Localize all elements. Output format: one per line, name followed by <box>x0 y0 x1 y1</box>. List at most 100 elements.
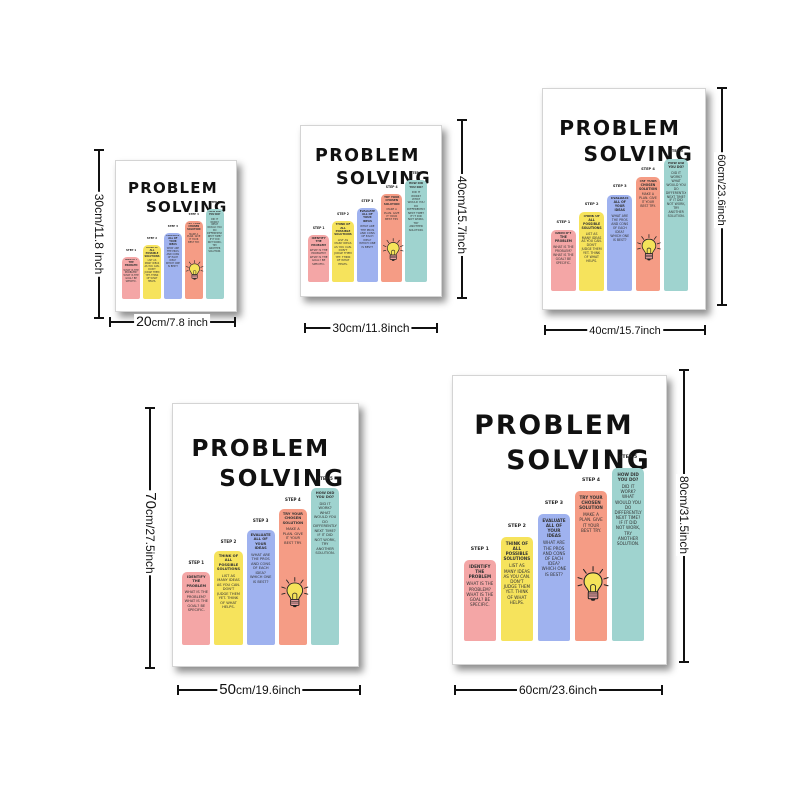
step-1-block: IDENTIFY THE PROBLEM WHAT IS THE PROBLEM?… <box>182 571 211 646</box>
width-measure-3-tick-1 <box>544 325 546 335</box>
step-5-label: STEP 5 <box>410 171 423 176</box>
step-2-label: STEP 2 <box>220 539 237 545</box>
step-3-text: WHAT ARE THE PROS AND CONS OF EACH IDEA?… <box>610 213 630 242</box>
step-2-text: LIST AS MANY IDEAS AS YOU CAN. DON'T JUD… <box>581 231 602 264</box>
height-measure-1-tick-2 <box>94 317 104 319</box>
step-1-text: WHAT IS THE PROBLEM? WHAT IS THE GOAL? B… <box>466 581 494 608</box>
step-1-description: IDENTIFY THE PROBLEM WHAT IS THE PROBLEM?… <box>553 232 574 289</box>
width-label-4: 50cm/19.6inch <box>217 681 303 698</box>
step-3-label: STEP 3 <box>252 518 269 524</box>
step-2-text: LIST AS MANY IDEAS AS YOU CAN. DON'T JUD… <box>503 563 531 605</box>
height-measure-5-tick-2 <box>679 661 689 663</box>
step-1-label: STEP 1 <box>188 560 205 566</box>
step-1-label: STEP 1 <box>126 249 137 253</box>
step-5-block: HOW DID YOU DO? DID IT WORK? WHAT WOULD Y… <box>405 180 427 283</box>
step-3-heading: EVALUATE ALL OF YOUR IDEAS <box>542 517 566 539</box>
step-4-block: TRY YOUR CHOSEN SOLUTION MAKE A PLAN. GIV… <box>381 194 403 283</box>
width-label-1: 20cm/7.8 inch <box>134 314 210 330</box>
step-4-block: TRY YOUR CHOSEN SOLUTION MAKE A PLAN. GIV… <box>635 177 661 292</box>
width-label-3: 40cm/15.7inch <box>587 322 663 338</box>
lightbulb <box>280 577 310 615</box>
step-4-description: TRY YOUR CHOSEN SOLUTION MAKE A PLAN. GIV… <box>281 512 305 642</box>
step-4-block: TRY YOUR CHOSEN SOLUTION MAKE A PLAN. GIV… <box>184 221 203 299</box>
lightbulb-icon <box>382 238 404 262</box>
height-label-3-part: 60cm/23.6inch <box>715 154 727 226</box>
step-3-description: EVALUATE ALL OF YOUR IDEAS WHAT ARE THE P… <box>249 533 273 643</box>
step-2-heading: THINK OF ALL POSSIBLE SOLUTIONS <box>216 553 241 572</box>
height-label-5-part: 80cm/31.5inch <box>677 475 691 555</box>
poster-title-line2: SOLVING <box>219 466 345 493</box>
poster-title-line1: PROBLEM <box>474 410 634 442</box>
step-2-heading: THINK OF ALL POSSIBLE SOLUTIONS <box>503 540 531 562</box>
step-1-text: WHAT IS THE PROBLEM? WHAT IS THE GOAL? B… <box>309 248 328 266</box>
step-4-description: TRY YOUR CHOSEN SOLUTION MAKE A PLAN. GIV… <box>186 223 201 298</box>
step-4-heading: TRY YOUR CHOSEN SOLUTION <box>579 494 603 511</box>
step-1-heading: IDENTIFY THE PROBLEM <box>186 574 207 588</box>
step-5-block: HOW DID YOU DO? DID IT WORK? WHAT WOULD Y… <box>311 487 340 646</box>
lightbulb <box>576 566 610 608</box>
poster-title-line2: SOLVING <box>583 141 694 166</box>
height-measure-1-tick-1 <box>94 149 104 151</box>
step-2-label: STEP 2 <box>146 237 158 241</box>
step-3-heading: EVALUATE ALL OF YOUR IDEAS <box>166 234 180 246</box>
height-label-1-part: 30cm/11.8 inch <box>92 193 106 275</box>
step-1-block: IDENTIFY THE PROBLEM WHAT IS THE PROBLEM?… <box>308 234 330 283</box>
step-2-block: THINK OF ALL POSSIBLE SOLUTIONS LIST AS M… <box>142 245 162 299</box>
step-3-heading: EVALUATE ALL OF YOUR IDEAS <box>359 209 375 223</box>
width-label-4-part: cm/19.6inch <box>235 683 301 697</box>
width-label-5: 60cm/23.6inch <box>516 682 600 698</box>
step-5-text: DID IT WORK? WHAT WOULD YOU DO DIFFERENT… <box>206 217 223 253</box>
lightbulb <box>636 234 662 268</box>
step-5-text: DID IT WORK? WHAT WOULD YOU DO DIFFERENT… <box>665 170 687 219</box>
step-4-heading: TRY YOUR CHOSEN SOLUTION <box>187 222 201 231</box>
step-5-label: STEP 5 <box>619 454 638 460</box>
width-label-2: 30cm/11.8inch <box>330 320 412 336</box>
step-3-label: STEP 3 <box>361 198 374 203</box>
step-4-label: STEP 4 <box>641 166 655 171</box>
step-4-label: STEP 4 <box>285 497 301 503</box>
width-measure-3-tick-2 <box>704 325 706 335</box>
step-3-heading: EVALUATE ALL OF YOUR IDEAS <box>250 532 271 551</box>
step-4-text: MAKE A PLAN. GIVE IT YOUR BEST TRY. <box>187 232 201 245</box>
height-label-4-part: 70 <box>142 492 159 509</box>
poster-title-line1: PROBLEM <box>128 178 218 197</box>
width-label-1-part: cm/ <box>151 317 170 329</box>
step-1-heading: IDENTIFY THE PROBLEM <box>311 236 327 247</box>
step-3-text: WHAT ARE THE PROS AND CONS OF EACH IDEA?… <box>165 247 180 269</box>
step-3-block: EVALUATE ALL OF YOUR IDEAS WHAT ARE THE P… <box>537 514 571 641</box>
step-3-block: EVALUATE ALL OF YOUR IDEAS WHAT ARE THE P… <box>246 529 275 646</box>
step-3-block: EVALUATE ALL OF YOUR IDEAS WHAT ARE THE P… <box>163 233 182 299</box>
width-measure-2-tick-1 <box>304 323 306 333</box>
step-1-description: IDENTIFY THE PROBLEM WHAT IS THE PROBLEM?… <box>184 575 208 643</box>
step-4-text: MAKE A PLAN. GIVE IT YOUR BEST TRY. <box>639 192 657 209</box>
step-5-description: HOW DID YOU DO? DID IT WORK? WHAT WOULD Y… <box>407 182 425 280</box>
step-2-description: THINK OF ALL POSSIBLE SOLUTIONS LIST AS M… <box>217 554 241 643</box>
step-3-label: STEP 3 <box>544 501 563 507</box>
step-5-heading: HOW DID YOU DO? <box>315 490 335 500</box>
height-measure-2-tick-1 <box>457 119 467 121</box>
width-label-4-part: 50 <box>219 681 236 698</box>
step-2-text: LIST AS MANY IDEAS AS YOU CAN. DON'T JUD… <box>334 237 352 266</box>
step-5-heading: HOW DID YOU DO? <box>409 182 424 189</box>
step-5-block: HOW DID YOU DO? DID IT WORK? WHAT WOULD Y… <box>611 468 645 641</box>
step-5-description: HOW DID YOU DO? DID IT WORK? WHAT WOULD Y… <box>313 491 337 642</box>
step-5-label: STEP 5 <box>209 201 220 205</box>
step-2-label: STEP 2 <box>337 212 349 217</box>
step-5-text: DID IT WORK? WHAT WOULD YOU DO DIFFERENT… <box>407 190 425 232</box>
height-measure-4-tick-2 <box>145 667 155 669</box>
width-measure-2-tick-2 <box>436 323 438 333</box>
width-label-2-part: 30cm/11.8inch <box>332 321 410 335</box>
step-2-description: THINK OF ALL POSSIBLE SOLUTIONS LIST AS M… <box>334 223 352 280</box>
step-4-heading: TRY YOUR CHOSEN SOLUTION <box>282 511 304 525</box>
step-2-heading: THINK OF ALL POSSIBLE SOLUTIONS <box>144 246 160 258</box>
step-1-label: STEP 1 <box>556 219 571 224</box>
step-5-heading: HOW DID YOU DO? <box>208 210 221 216</box>
step-1-description: IDENTIFY THE PROBLEM WHAT IS THE PROBLEM?… <box>123 258 139 298</box>
step-1-heading: IDENTIFY THE PROBLEM <box>124 258 138 267</box>
step-4-description: TRY YOUR CHOSEN SOLUTION MAKE A PLAN. GIV… <box>383 196 401 281</box>
poster-title-line1: PROBLEM <box>559 115 681 140</box>
step-4-label: STEP 4 <box>188 213 199 217</box>
step-5-block: HOW DID YOU DO? DID IT WORK? WHAT WOULD Y… <box>205 209 224 299</box>
height-label-1: 30cm/11.8 inch <box>91 191 107 277</box>
width-measure-4-tick-2 <box>359 685 361 695</box>
